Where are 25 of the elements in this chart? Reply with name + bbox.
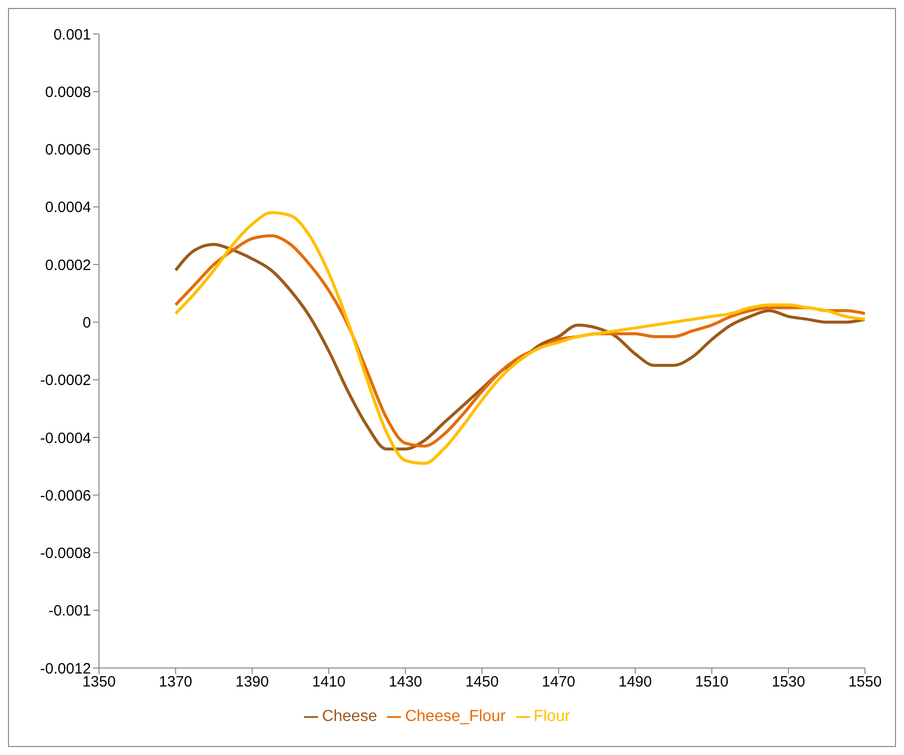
y-tick-label: 0.0008 [45,84,91,101]
x-tick-label: 1530 [772,674,806,691]
x-tick-label: 1450 [465,674,499,691]
x-tick-label: 1410 [312,674,346,691]
x-tick-label: 1490 [618,674,652,691]
y-tick-label: 0.001 [53,26,91,44]
x-tick-label: 1470 [542,674,576,691]
legend-label: Flour [534,708,570,725]
y-tick-label: 0.0002 [45,256,91,274]
y-tick-label: 0.0004 [45,199,91,216]
y-tick-label: -0.0008 [40,545,91,562]
x-tick-label: 1390 [236,674,269,691]
y-tick-label: -0.0002 [40,372,91,390]
y-tick-label: 0 [82,314,91,332]
y-tick-label: 0.0006 [45,142,91,159]
line-series [174,211,865,465]
y-tick-label: -0.0006 [40,487,91,504]
x-tick-label: 1370 [158,674,192,691]
legend-label: Cheese_Flour [405,708,506,725]
x-tick-label: 1430 [388,674,422,691]
y-tick-label: -0.0004 [40,430,91,447]
legend-label: Cheese [322,708,378,725]
y-tick-label: -0.001 [48,602,91,620]
x-tick-label: 1510 [695,674,728,691]
x-tick-label: 1550 [848,674,882,691]
